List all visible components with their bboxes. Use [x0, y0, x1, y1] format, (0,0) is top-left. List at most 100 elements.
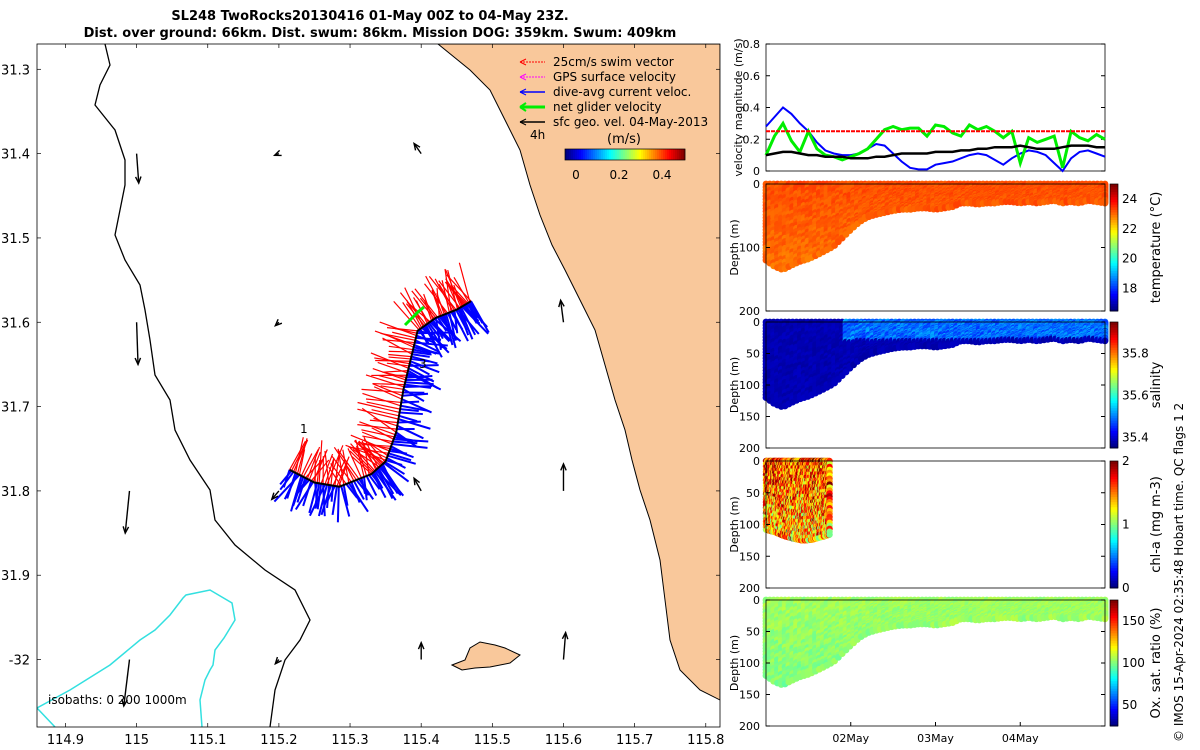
swim-vector: [369, 419, 398, 424]
current-vector: [413, 343, 437, 355]
current-vector: [443, 314, 454, 346]
swim-vector: [388, 356, 411, 360]
current-vector: [342, 484, 349, 506]
swim-vector: [393, 301, 420, 331]
current-vector: [377, 467, 395, 495]
current-vector: [391, 442, 428, 449]
isobath-1000: [37, 589, 236, 727]
geo-arrow-head: [413, 476, 421, 486]
swim-vector: [294, 437, 304, 473]
current-vector: [320, 484, 332, 516]
colorbar-cell: [683, 149, 686, 160]
current-vector: [331, 486, 338, 516]
colorbar-label: temperature (°C): [1149, 192, 1164, 304]
y-tick-label: 0: [753, 178, 760, 191]
map-cbar-tick: 0: [572, 168, 580, 182]
colorbar-cell: [607, 149, 610, 160]
swim-vector: [350, 434, 390, 452]
swim-vector: [424, 283, 449, 314]
swim-vector: [337, 449, 360, 480]
swim-vector: [326, 445, 344, 485]
current-vector: [381, 463, 395, 489]
swim-vector: [372, 383, 403, 397]
map-colorbar: (m/s) 0 0.2 0.4: [564, 132, 686, 182]
swim-vector: [411, 290, 435, 320]
y-tick-label: 31.7: [1, 401, 30, 416]
velocity-ylabel: velocity magnitude (m/s): [732, 38, 745, 176]
swim-vector: [359, 421, 396, 436]
swim-vector: [388, 345, 414, 351]
y-tick-label: 0.2: [743, 133, 761, 146]
colorbar-cell: [577, 149, 580, 160]
annotation-4h: 4h: [530, 128, 545, 142]
swim-vector: [373, 417, 398, 427]
geo-arrow-head: [413, 142, 421, 151]
geo-arrow-head: [274, 656, 282, 666]
current-vector: [457, 308, 470, 336]
current-vector: [309, 483, 326, 517]
colorbar-cell: [671, 149, 674, 160]
swim-vector: [352, 448, 380, 468]
swim-vector: [388, 353, 412, 358]
swim-vector: [316, 459, 321, 483]
current-vector: [458, 307, 474, 340]
swim-vector: [334, 451, 341, 487]
current-vector: [325, 485, 336, 503]
geo-arrow: [135, 153, 140, 184]
swim-vector: [318, 440, 323, 484]
current-vector: [368, 474, 381, 490]
geo-arrow-head: [121, 698, 128, 708]
chart-title: SL248 TwoRocks20130416 01-May 00Z to 04-…: [171, 9, 569, 24]
swim-vector: [296, 438, 308, 474]
colorbar-cell: [673, 149, 676, 160]
swim-vector: [378, 374, 406, 383]
swim-vector: [382, 339, 415, 344]
colorbar-cell: [599, 149, 602, 160]
swim-vector: [375, 359, 411, 362]
geo-arrow-head: [560, 462, 567, 471]
colorbar-cell: [565, 149, 568, 160]
swim-vector: [348, 446, 389, 454]
current-vector: [336, 486, 340, 523]
current-vector: [448, 312, 457, 341]
swim-vector: [361, 388, 403, 394]
colorbar-cell: [575, 149, 578, 160]
y-tick-label: 100: [739, 242, 760, 255]
swim-vector: [451, 285, 469, 304]
current-vector: [411, 355, 438, 365]
y-tick-label: 31.3: [1, 63, 30, 78]
swim-vector: [444, 268, 452, 312]
colorbar-cell: [665, 149, 668, 160]
colorbar-cell: [619, 149, 622, 160]
colorbar-cell: [571, 149, 574, 160]
current-vector: [395, 431, 417, 448]
swim-vector: [306, 446, 321, 480]
colorbar-cell: [567, 149, 570, 160]
velocity-series-line: [765, 106, 1106, 173]
colorbar-cell: [627, 149, 630, 160]
colorbar-cell: [589, 149, 592, 160]
colorbar-cell: [635, 149, 638, 160]
current-vectors: [273, 300, 490, 523]
y-tick-label: 0.8: [743, 38, 761, 51]
annotation-1: 1: [300, 422, 308, 436]
colorbar-cell: [631, 149, 634, 160]
current-vector: [404, 383, 432, 389]
colorbar-cell: [603, 149, 606, 160]
colorbar-cell: [585, 149, 588, 160]
isobath-label: isobaths: 0 200 1000m: [48, 693, 187, 707]
geo-arrow-head: [122, 526, 130, 535]
colorbar-cell: [605, 149, 608, 160]
swim-vector: [363, 446, 388, 459]
swim-vector: [399, 292, 427, 326]
legend-gps-velocity: GPS surface velocity: [553, 70, 676, 84]
current-vector: [409, 360, 440, 374]
swim-vector: [445, 282, 467, 305]
colorbar-cell: [593, 149, 596, 160]
y-tick-label: 0.4: [743, 102, 761, 115]
current-vector: [279, 471, 295, 491]
geo-arrow: [271, 490, 280, 500]
y-tick-label: 0: [753, 165, 760, 178]
geo-arrow-head: [134, 176, 142, 185]
colorbar-tick-label: 22: [1122, 222, 1137, 236]
